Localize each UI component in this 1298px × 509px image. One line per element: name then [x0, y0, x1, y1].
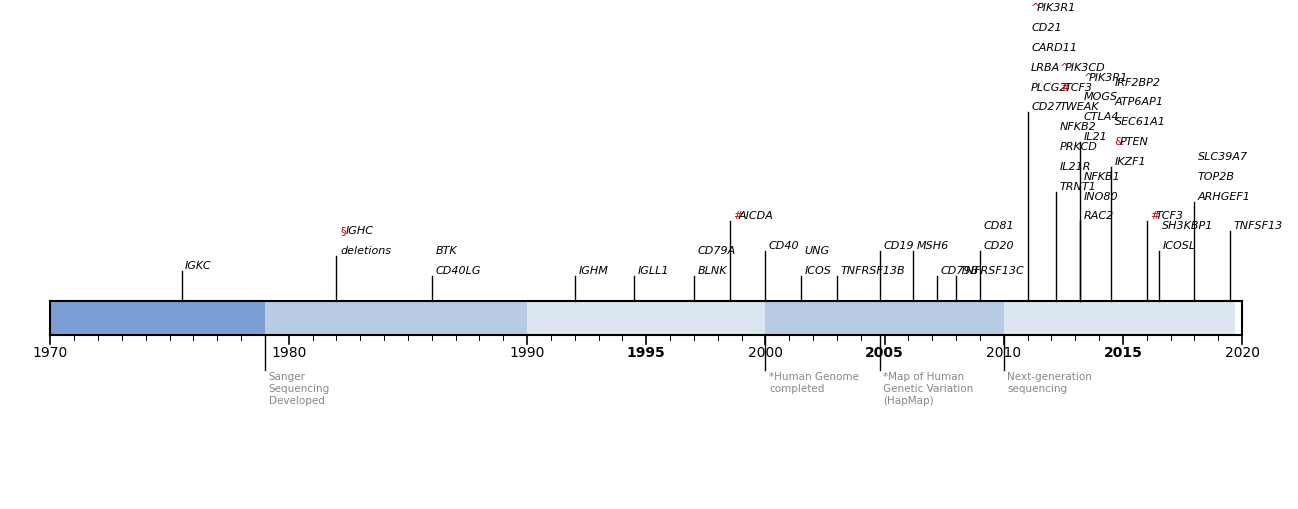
Text: Next-generation
sequencing: Next-generation sequencing: [1007, 373, 1092, 394]
Text: IGHM: IGHM: [579, 266, 609, 276]
Text: TCF3: TCF3: [1155, 211, 1184, 221]
Text: #: #: [733, 211, 742, 221]
Text: &: &: [1115, 137, 1123, 147]
Text: UNG: UNG: [805, 246, 829, 256]
Text: ICOS: ICOS: [805, 266, 832, 276]
Text: IKZF1: IKZF1: [1115, 157, 1146, 167]
Text: TNFRSF13C: TNFRSF13C: [959, 266, 1024, 276]
Text: CD19: CD19: [884, 241, 914, 251]
Bar: [527, 301, 766, 335]
Text: ICOSL: ICOSL: [1162, 241, 1195, 251]
Text: CD40: CD40: [768, 241, 800, 251]
Text: INO80: INO80: [1084, 191, 1118, 202]
Text: 2010: 2010: [986, 346, 1022, 360]
Bar: [766, 301, 1003, 335]
Text: PIK3CD: PIK3CD: [1064, 63, 1106, 73]
Text: *Map of Human
Genetic Variation
(HapMap): *Map of Human Genetic Variation (HapMap): [884, 373, 974, 406]
Text: 2005: 2005: [866, 346, 903, 360]
Text: ^: ^: [1084, 73, 1093, 82]
Text: TNFRSF13B: TNFRSF13B: [841, 266, 905, 276]
Text: TRNT1: TRNT1: [1059, 182, 1097, 192]
Text: Sanger
Sequencing
Developed: Sanger Sequencing Developed: [269, 373, 330, 406]
Text: TOP2B: TOP2B: [1198, 172, 1234, 182]
Text: BLNK: BLNK: [697, 266, 727, 276]
Text: CD79B: CD79B: [941, 266, 979, 276]
Text: CARD11: CARD11: [1031, 43, 1077, 53]
Text: 2020: 2020: [1224, 346, 1259, 360]
Bar: [265, 301, 527, 335]
Text: 1995: 1995: [627, 346, 666, 360]
Text: ^: ^: [1031, 3, 1041, 13]
Text: PRKCD: PRKCD: [1059, 142, 1098, 152]
Text: PIK3R1: PIK3R1: [1089, 73, 1128, 82]
Text: IL21: IL21: [1084, 132, 1107, 142]
Text: CD79A: CD79A: [697, 246, 736, 256]
Text: SH3KBP1: SH3KBP1: [1162, 221, 1214, 231]
Text: *Human Genome
completed: *Human Genome completed: [768, 373, 859, 394]
Text: SLC39A7: SLC39A7: [1198, 152, 1249, 162]
Text: 1990: 1990: [509, 346, 545, 360]
Text: #: #: [1150, 211, 1159, 221]
Text: CD40LG: CD40LG: [435, 266, 480, 276]
Text: #: #: [1059, 82, 1070, 93]
Text: IGHC: IGHC: [345, 226, 374, 236]
Text: MOGS: MOGS: [1084, 93, 1118, 102]
Text: BTK: BTK: [435, 246, 457, 256]
Text: §: §: [340, 226, 345, 236]
Text: ARHGEF1: ARHGEF1: [1198, 191, 1251, 202]
Text: deletions: deletions: [340, 246, 391, 256]
Text: IGKC: IGKC: [186, 261, 212, 271]
Text: IL21R: IL21R: [1059, 162, 1092, 172]
Text: TWEAK: TWEAK: [1059, 102, 1099, 112]
Text: SEC61A1: SEC61A1: [1115, 117, 1166, 127]
Text: ^: ^: [1059, 63, 1070, 73]
Text: CD81: CD81: [984, 221, 1014, 231]
Text: NFKB1: NFKB1: [1084, 172, 1120, 182]
Text: CD21: CD21: [1031, 23, 1062, 33]
Text: CTLA4: CTLA4: [1084, 112, 1119, 122]
Text: TCF3: TCF3: [1064, 82, 1093, 93]
Text: 1970: 1970: [32, 346, 67, 360]
Bar: [1003, 301, 1234, 335]
Text: AICDA: AICDA: [739, 211, 774, 221]
Bar: [51, 301, 265, 335]
Text: RAC2: RAC2: [1084, 211, 1114, 221]
Text: 1980: 1980: [271, 346, 306, 360]
Text: 2015: 2015: [1103, 346, 1142, 360]
Text: CD20: CD20: [984, 241, 1014, 251]
Text: CD27: CD27: [1031, 102, 1062, 112]
Text: NFKB2: NFKB2: [1059, 122, 1097, 132]
Text: ATP6AP1: ATP6AP1: [1115, 97, 1163, 107]
Text: IRF2BP2: IRF2BP2: [1115, 77, 1160, 88]
Text: PIK3R1: PIK3R1: [1036, 3, 1076, 13]
Text: TNFSF13: TNFSF13: [1233, 221, 1282, 231]
Text: MSH6: MSH6: [916, 241, 949, 251]
Text: PTEN: PTEN: [1120, 137, 1149, 147]
Text: PLCG2: PLCG2: [1031, 82, 1068, 93]
Text: 2000: 2000: [748, 346, 783, 360]
Text: IGLL1: IGLL1: [637, 266, 670, 276]
Text: LRBA: LRBA: [1031, 63, 1060, 73]
